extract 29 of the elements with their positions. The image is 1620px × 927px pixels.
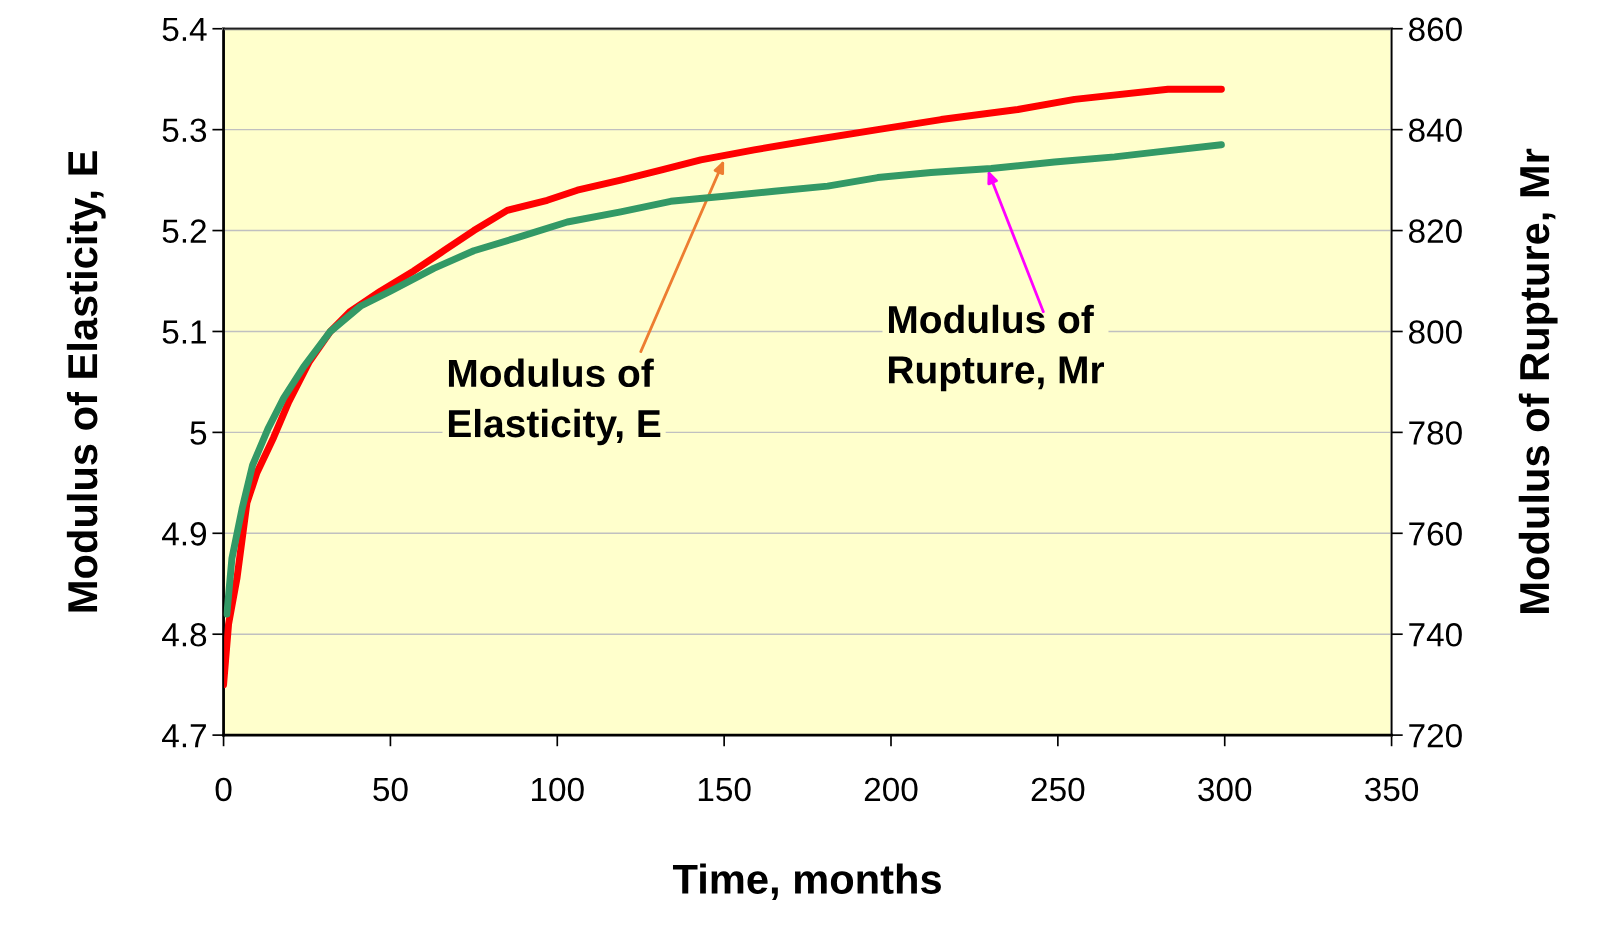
y2-tick-label: 720 xyxy=(1409,723,1462,748)
y-tick-label: 5.1 xyxy=(162,320,206,344)
y2-tick-label: 760 xyxy=(1409,522,1462,546)
y2-tick-label: 860 xyxy=(1409,17,1462,42)
y2-tick-label: 780 xyxy=(1409,421,1462,445)
x-tick-label: 50 xyxy=(373,777,408,802)
x-tick-label: 0 xyxy=(215,777,232,802)
x-tick-label: 350 xyxy=(1365,777,1419,802)
y-tick-label: 5.2 xyxy=(162,219,206,243)
y-tick-label: 4.8 xyxy=(162,623,207,647)
y-tick-label: 4.9 xyxy=(162,522,207,546)
y-axis-title: Modulus of Elasticity, E xyxy=(66,151,106,612)
y2-tick-label: 800 xyxy=(1409,320,1462,344)
y-tick-label: 5 xyxy=(190,421,207,445)
x-tick-label: 300 xyxy=(1198,777,1252,802)
y2-tick-label: 820 xyxy=(1409,219,1462,243)
y-tick-label: 5.4 xyxy=(162,17,207,42)
y-tick-label: 4.7 xyxy=(162,724,206,748)
x-tick-label: 250 xyxy=(1031,777,1085,802)
y2-tick-label: 740 xyxy=(1409,623,1462,647)
annotation: Modulus of Rupture, Mr xyxy=(888,304,1104,392)
x-tick-label: 100 xyxy=(532,777,584,802)
x-axis-title: Time, months xyxy=(672,863,941,901)
y-tick-label: 5.3 xyxy=(162,118,207,143)
y2-tick-label: 840 xyxy=(1409,118,1462,143)
annotation: Modulus of Elasticity, E xyxy=(448,358,661,446)
x-tick-label: 200 xyxy=(864,777,918,802)
y2-axis-title: Modulus of Rupture, Mr xyxy=(1518,148,1558,613)
x-tick-label: 150 xyxy=(698,777,751,802)
